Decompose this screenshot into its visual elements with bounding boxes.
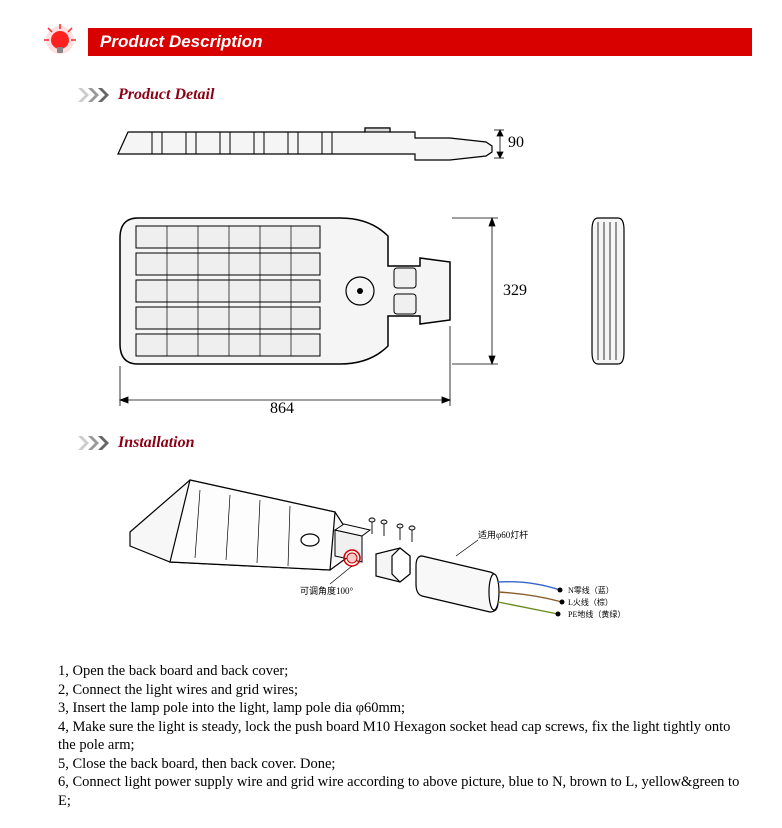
label-wire-l: L火线（棕） [568, 597, 613, 607]
arrow-chevron-icon [78, 436, 112, 450]
header-title: Product Description [100, 32, 262, 52]
install-diagram: 可调角度100° 适用φ60灯杆 N零线（蓝） L火线（棕） PE地线（黄绿） [100, 462, 660, 652]
instruction-step-5: 5, Close the back board, then back cover… [58, 755, 746, 774]
label-wire-n: N零线（蓝） [568, 585, 614, 595]
instructions-list: 1, Open the back board and back cover; 2… [58, 662, 746, 810]
section-header-install: Installation [78, 434, 782, 452]
instruction-step-3: 3, Insert the lamp pole into the light, … [58, 699, 746, 718]
instruction-step-4: 4, Make sure the light is steady, lock t… [58, 718, 746, 755]
section-header-detail: Product Detail [78, 86, 782, 104]
label-wire-e: PE地线（黄绿） [568, 609, 625, 619]
side-view-diagram: 90 [110, 116, 550, 176]
dim-width: 864 [270, 400, 294, 418]
label-pole: 适用φ60灯杆 [478, 529, 528, 540]
bulb-icon [40, 22, 80, 62]
instruction-step-2: 2, Connect the light wires and grid wire… [58, 681, 746, 700]
arrow-chevron-icon [78, 88, 112, 102]
header-bar: Product Description [88, 28, 752, 56]
diagram-area: 90 [110, 116, 782, 424]
dim-height-top: 329 [503, 282, 527, 300]
dim-height-side: 90 [508, 134, 524, 152]
label-angle: 可调角度100° [300, 585, 354, 596]
installation-title: Installation [118, 434, 194, 452]
header: Product Description [0, 28, 782, 56]
product-detail-title: Product Detail [118, 86, 214, 104]
top-view-diagram: 329 864 [110, 204, 670, 424]
instruction-step-6: 6, Connect light power supply wire and g… [58, 773, 746, 810]
instruction-step-1: 1, Open the back board and back cover; [58, 662, 746, 681]
